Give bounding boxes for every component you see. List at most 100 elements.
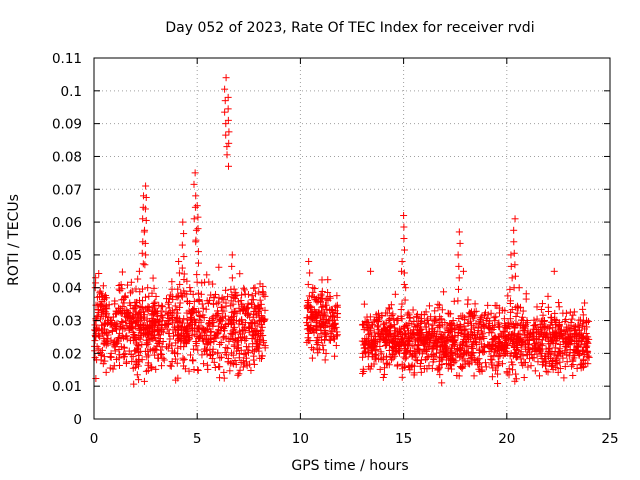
- data-point: [554, 368, 562, 376]
- data-point: [249, 340, 257, 348]
- data-point: [316, 314, 324, 322]
- data-point: [180, 332, 188, 340]
- data-point: [93, 343, 101, 351]
- data-point: [567, 319, 575, 327]
- data-point: [189, 306, 197, 314]
- data-point: [111, 297, 119, 305]
- data-point: [195, 324, 203, 332]
- data-point: [199, 304, 207, 312]
- data-point: [145, 292, 153, 300]
- data-point: [433, 337, 441, 345]
- data-point: [581, 340, 589, 348]
- data-point: [310, 306, 318, 314]
- data-point: [513, 353, 521, 361]
- data-point: [422, 347, 430, 355]
- data-point: [440, 288, 448, 296]
- data-point: [138, 356, 146, 364]
- data-point: [530, 322, 538, 330]
- data-point: [261, 342, 269, 350]
- data-point: [235, 304, 243, 312]
- data-point: [122, 358, 130, 366]
- data-point: [118, 317, 126, 325]
- data-point: [471, 300, 479, 308]
- data-point: [453, 347, 461, 355]
- data-point: [476, 315, 484, 323]
- data-point: [501, 307, 509, 315]
- data-point: [171, 355, 179, 363]
- data-point: [228, 262, 236, 270]
- data-point: [215, 298, 223, 306]
- data-point: [130, 305, 138, 313]
- data-point: [578, 346, 586, 354]
- data-point: [198, 351, 206, 359]
- data-point: [448, 365, 456, 373]
- data-point: [531, 340, 539, 348]
- data-point: [423, 354, 431, 362]
- data-point: [390, 321, 398, 329]
- data-point: [91, 331, 99, 339]
- data-point: [225, 337, 233, 345]
- data-point: [458, 327, 466, 335]
- data-point: [380, 370, 388, 378]
- data-point: [210, 358, 218, 366]
- data-point: [259, 331, 267, 339]
- data-point: [458, 363, 466, 371]
- data-point: [119, 295, 127, 303]
- data-point: [400, 235, 408, 242]
- data-point: [332, 302, 340, 310]
- data-point: [456, 239, 464, 247]
- data-point: [261, 306, 269, 314]
- data-point: [121, 292, 129, 300]
- data-point: [555, 303, 563, 311]
- data-point: [228, 330, 236, 338]
- data-point: [330, 312, 338, 320]
- data-point: [170, 332, 178, 340]
- data-point: [320, 315, 328, 323]
- y-tick-label: 0.04: [52, 281, 82, 297]
- data-point: [412, 356, 420, 364]
- data-point: [225, 315, 233, 323]
- data-point: [314, 349, 322, 357]
- data-point: [451, 339, 459, 347]
- data-point: [115, 345, 123, 353]
- data-point: [385, 305, 393, 313]
- data-point: [385, 304, 393, 312]
- data-point: [327, 336, 335, 344]
- data-point: [174, 374, 182, 382]
- data-point: [559, 354, 567, 362]
- data-point: [529, 325, 537, 333]
- data-point: [552, 364, 560, 372]
- y-tick-label: 0.06: [52, 215, 82, 231]
- data-point: [544, 368, 552, 376]
- data-point: [321, 322, 329, 330]
- data-point: [389, 310, 397, 318]
- data-point: [207, 327, 215, 335]
- data-point: [459, 362, 467, 370]
- data-point: [575, 338, 583, 346]
- data-point: [188, 331, 196, 339]
- data-point: [333, 328, 341, 336]
- data-point: [555, 299, 563, 307]
- data-point: [366, 313, 374, 321]
- data-point: [96, 289, 104, 297]
- data-point: [150, 284, 158, 292]
- data-point: [509, 361, 517, 369]
- data-point: [470, 372, 478, 380]
- data-point: [244, 309, 252, 317]
- data-point: [546, 325, 554, 333]
- data-point: [502, 347, 510, 355]
- data-point: [146, 321, 154, 329]
- data-point: [162, 295, 170, 303]
- data-point: [368, 350, 376, 358]
- data-point: [185, 321, 193, 329]
- data-point: [224, 344, 232, 352]
- data-point: [168, 292, 176, 300]
- data-point: [214, 322, 222, 330]
- data-point: [374, 322, 382, 330]
- data-point: [480, 344, 488, 352]
- data-point: [116, 351, 124, 359]
- data-point: [248, 347, 256, 355]
- data-point: [470, 356, 478, 364]
- data-point: [324, 288, 332, 296]
- data-point: [228, 251, 236, 259]
